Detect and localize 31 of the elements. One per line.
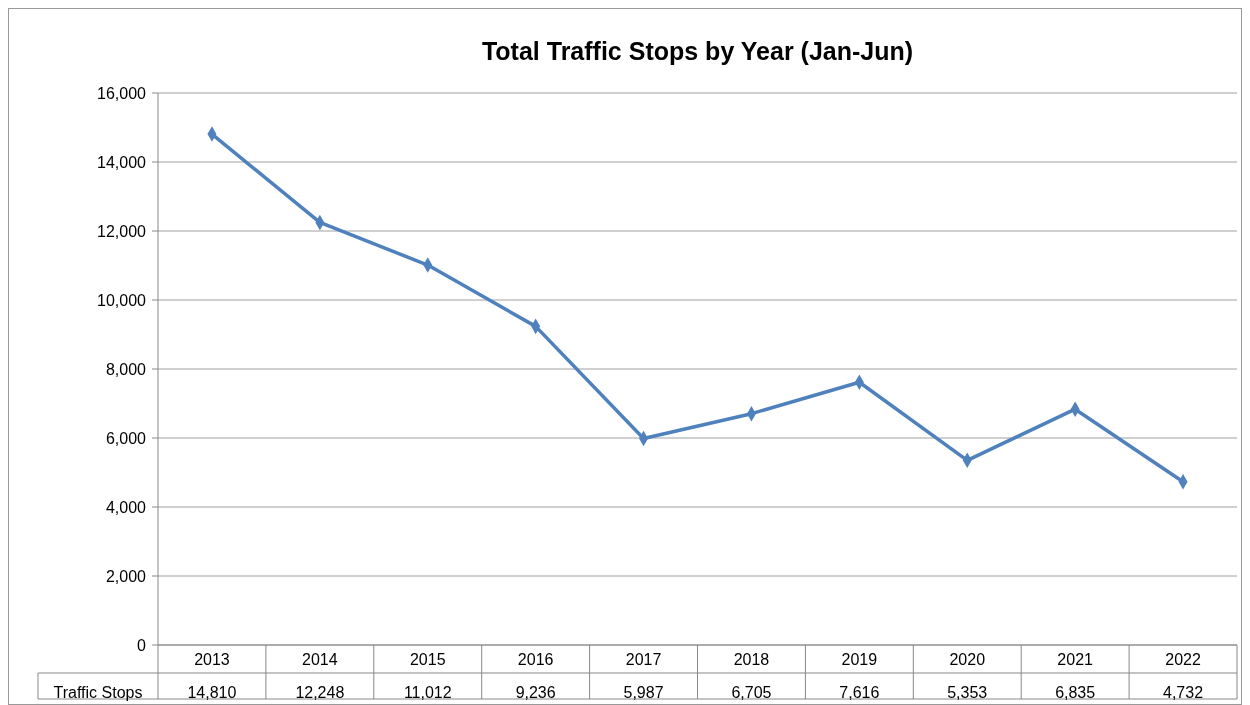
- x-tick-label: 2016: [517, 651, 554, 668]
- x-tick-label: 2014: [302, 651, 338, 668]
- x-tick-label: 2019: [841, 651, 878, 668]
- data-label: 5,353: [947, 684, 988, 701]
- data-label: 9,236: [515, 684, 556, 701]
- y-tick-label: 10,000: [97, 291, 147, 309]
- y-tick-label: 12,000: [97, 222, 147, 240]
- data-label: 6,705: [731, 684, 772, 701]
- x-tick-label: 2015: [409, 651, 446, 668]
- data-label: 4,732: [1163, 684, 1204, 701]
- data-label: 14,810: [187, 684, 237, 701]
- y-tick-label: 6,000: [105, 429, 147, 447]
- data-label: 11,012: [403, 684, 452, 701]
- y-tick-label: 14,000: [97, 153, 147, 171]
- text: Traffic Stops: [53, 684, 143, 701]
- y-tick-label: 16,000: [97, 84, 147, 102]
- x-tick-label: 2020: [949, 651, 986, 668]
- y-tick-label: 2,000: [105, 567, 147, 585]
- y-tick-label: 8,000: [105, 360, 147, 378]
- x-tick-label: 2017: [625, 651, 662, 668]
- x-tick-label: 2022: [1165, 651, 1201, 668]
- chart-title: Total Traffic Stops by Year (Jan-Jun): [481, 37, 914, 65]
- data-label: 5,987: [623, 684, 664, 701]
- y-tick-label: 0: [137, 636, 147, 654]
- data-label: 7,616: [839, 684, 880, 701]
- data-label: 6,835: [1055, 684, 1096, 701]
- y-tick-label: 4,000: [105, 498, 147, 516]
- x-tick-label: 2021: [1057, 651, 1094, 668]
- data-label: 12,248: [295, 684, 345, 701]
- x-tick-label: 2018: [733, 651, 770, 668]
- x-tick-label: 2013: [194, 651, 230, 668]
